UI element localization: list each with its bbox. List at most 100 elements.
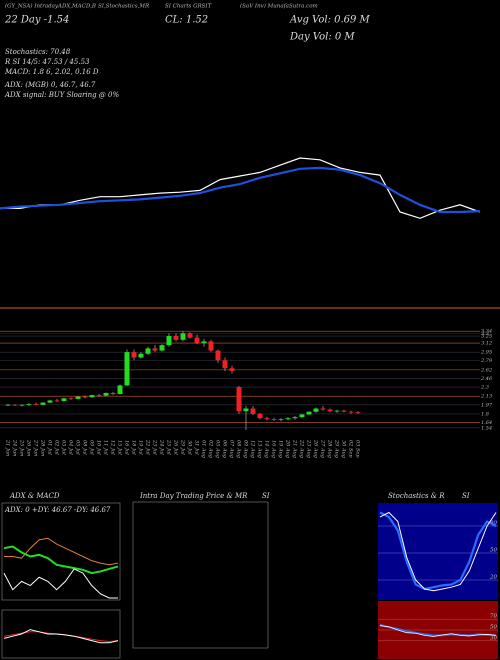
candle-body (173, 336, 179, 340)
x-tick-label: 10 Jul (96, 440, 102, 455)
stat: R SI 14/5: 47.53 / 45.53 (4, 58, 90, 66)
x-tick-label: 25 Jul (166, 439, 172, 455)
candle-body (159, 345, 165, 351)
x-tick-label: 22 Aug (299, 439, 305, 458)
y-tick-label: 1.54 (481, 425, 492, 431)
candle-body (341, 410, 347, 412)
candle-body (180, 333, 186, 340)
y-tick-label: 3.3 (481, 331, 489, 337)
x-tick-label: 30 Aug (341, 440, 347, 458)
x-tick-label: 26 Aug (313, 439, 319, 458)
x-tick-label: 27 Jun (33, 439, 39, 456)
x-tick-label: 30 Jul (187, 440, 193, 455)
y-tick-label: 3.34 (481, 329, 492, 335)
panel-title: ADX & MACD (9, 492, 60, 500)
panel-title: Intra Day Trading Price & MR (139, 492, 248, 500)
x-tick-label: 08 Aug (236, 440, 242, 458)
candle-body (110, 392, 116, 395)
candle-body (68, 398, 74, 400)
x-tick-label: 02 Jul (54, 440, 60, 455)
header-text: (GY_NSA) IntradayADX,MACD,B (5, 3, 96, 10)
x-tick-label: 20 Aug (285, 439, 291, 458)
stat: ADX: (MGB) 0, 46.7, 46.7 (4, 81, 96, 89)
x-tick-label: 14 Aug (264, 440, 270, 458)
y-tick-label: 2.79 (480, 358, 493, 364)
candle-body (152, 348, 158, 351)
close: CL: 1.52 (165, 15, 208, 26)
candle-body (215, 350, 221, 361)
y-tick-label: 3.12 (481, 341, 492, 347)
trend-line (0, 157, 481, 219)
y-tick-label: 20 (489, 575, 497, 581)
candle-body (40, 402, 46, 405)
x-tick-label: 08 Jul (82, 440, 88, 455)
candle-body (138, 353, 144, 358)
header-text: SI Charts GRSIT (165, 4, 212, 10)
candle-body (89, 395, 95, 398)
candle-body (334, 410, 340, 412)
day-vol: Day Vol: 0 M (289, 32, 355, 43)
candle-body (229, 368, 235, 371)
y-tick-label: 50 (490, 625, 497, 631)
x-tick-label: 29 Aug (334, 439, 340, 458)
candle-body (264, 418, 270, 420)
y-tick-label: 2.46 (480, 376, 493, 382)
y-tick-label: 2.95 (480, 350, 492, 356)
candle-body (131, 352, 137, 358)
x-tick-label: 12 Jul (110, 440, 116, 455)
candle-body (222, 360, 228, 369)
x-tick-label: 04 Jul (68, 440, 74, 455)
x-tick-label: 01 Jul (47, 440, 53, 455)
y-tick-label: 1.64 (481, 420, 492, 426)
day-change: 22 Day -1.54 (4, 15, 69, 26)
x-tick-label: 09 Aug (243, 440, 249, 458)
x-tick-label: 15 Jul (117, 440, 123, 455)
x-tick-label: 23 Jul (152, 439, 158, 455)
candle-body (285, 418, 291, 420)
candle-body (257, 413, 263, 419)
x-tick-label: 13 Aug (257, 440, 263, 458)
x-tick-label: 24 Jul (159, 439, 165, 455)
x-tick-label: 19 Aug (278, 440, 284, 458)
trend-line (0, 166, 481, 214)
candle-body (243, 408, 249, 412)
y-tick-label: 3.25 (481, 334, 492, 340)
candle-body (236, 387, 242, 412)
candle-body (278, 419, 284, 421)
x-tick-label: 24 Jun (12, 439, 18, 456)
x-tick-label: 23 Aug (306, 439, 312, 458)
y-tick-label: 1.97 (481, 402, 493, 408)
candle-body (306, 411, 312, 415)
candle-body (327, 409, 333, 412)
x-tick-label: 26 Jul (173, 439, 179, 455)
x-tick-label: 21 Jun (5, 439, 11, 456)
candle-body (208, 341, 214, 351)
candle-body (348, 411, 354, 413)
y-tick-label: 2.3 (480, 385, 489, 391)
x-tick-label: 03 Sep (355, 440, 361, 458)
x-tick-label: 28 Jun (40, 439, 46, 456)
x-tick-label: 25 Jun (19, 439, 25, 456)
stoch-line (379, 511, 497, 592)
x-tick-label: 31 Jul (194, 440, 200, 455)
intra-box (132, 501, 269, 649)
adx-line (3, 545, 119, 575)
candle-body (54, 400, 60, 402)
x-tick-label: 12 Aug (250, 440, 256, 458)
panel-title: SI (262, 492, 270, 500)
candle-body (47, 400, 53, 403)
candle-body (194, 337, 200, 344)
candle-body (201, 341, 207, 344)
x-tick-label: 19 Jul (138, 440, 144, 455)
x-tick-label: 22 Jul (145, 439, 151, 455)
y-tick-label: 70 (490, 614, 497, 620)
stat: Stochastics: 70.48 (5, 48, 71, 56)
header-text: SI,Stochastics,MR (98, 4, 149, 10)
x-tick-label: 05 Jul (75, 440, 81, 455)
candle-body (75, 396, 81, 399)
macd-line (3, 629, 119, 644)
x-tick-label: 16 Jul (124, 440, 130, 455)
panel-title: SI (462, 492, 470, 500)
candle-body (320, 408, 326, 410)
x-tick-label: 29 Jul (180, 439, 186, 455)
